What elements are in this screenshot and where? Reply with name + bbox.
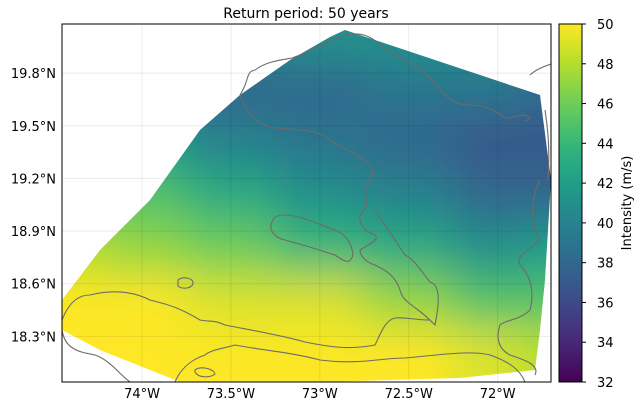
colorbar-tick-label: 50 — [597, 18, 614, 33]
gonave-island — [270, 214, 354, 262]
coastline-north — [239, 33, 531, 123]
x-tick-label: 73°W — [302, 387, 338, 402]
colorbar-gradient — [558, 23, 583, 383]
field-cell — [275, 169, 366, 224]
y-tick-label: 19.8°N — [11, 67, 56, 82]
field-cell — [453, 169, 526, 224]
field-cell — [453, 222, 526, 276]
coastline-ne — [529, 63, 551, 181]
field-cell — [106, 30, 188, 66]
colorbar-tick-label: 34 — [597, 336, 614, 351]
field-cell — [275, 222, 366, 276]
field-cell — [106, 169, 188, 224]
field-cell — [364, 169, 455, 224]
field-cell — [106, 274, 188, 329]
field-cell — [453, 64, 526, 119]
coastline-south-peninsula — [62, 291, 431, 349]
field-cell — [453, 30, 526, 66]
field-cell — [106, 64, 188, 119]
colorbar-label: Intensity (m/s) — [620, 156, 635, 251]
colorbar-tick-label: 46 — [597, 98, 614, 113]
field-cell — [364, 64, 455, 119]
intensity-field — [62, 30, 551, 382]
colorbar-tick-label: 40 — [597, 217, 614, 232]
y-tick-label: 18.3°N — [11, 330, 56, 345]
field-cell — [186, 327, 277, 382]
coastline-east — [374, 209, 439, 327]
field-cell — [364, 274, 455, 329]
y-tick-label: 18.9°N — [11, 225, 56, 240]
colorbar-tick-label: 48 — [597, 58, 614, 73]
colorbar-tick-label: 38 — [597, 257, 614, 272]
field-cell — [275, 327, 366, 382]
x-tick-label: 72°W — [480, 387, 516, 402]
colorbar-tick-label: 42 — [597, 177, 614, 192]
field-cell — [186, 169, 277, 224]
coastline-haiti-west — [239, 94, 419, 311]
chart-title: Return period: 50 years — [223, 6, 388, 22]
colorbar: 32 34 36 38 40 42 44 46 48 50 Intensity (m/s) — [558, 18, 635, 391]
field-cell — [524, 169, 551, 224]
coastline-south-shore — [62, 329, 526, 382]
field-cell — [364, 117, 455, 171]
field-cell — [453, 274, 526, 329]
y-tick-label: 18.6°N — [11, 278, 56, 293]
field-cell — [453, 117, 526, 171]
field-cell — [62, 30, 108, 66]
field-cell — [186, 222, 277, 276]
small-island-2 — [194, 367, 216, 378]
coastlines — [62, 33, 551, 382]
field-cell — [106, 117, 188, 171]
x-axis: 74°W 73.5°W 73°W 72.5°W 72°W — [124, 387, 516, 402]
colorbar-tick-label: 36 — [597, 296, 614, 311]
colorbar-tick-label: 32 — [597, 376, 614, 391]
gridlines — [62, 24, 551, 382]
plot-frame — [61, 23, 552, 383]
y-tick-label: 19.5°N — [11, 120, 56, 135]
field-cell — [275, 274, 366, 329]
field-cell — [275, 64, 366, 119]
field-cell — [106, 222, 188, 276]
colorbar-tick-label: 44 — [597, 137, 614, 152]
small-island — [177, 277, 194, 289]
y-axis: 19.8°N 19.5°N 19.2°N 18.9°N 18.6°N 18.3°N — [11, 67, 56, 345]
field-cell — [186, 274, 277, 329]
x-tick-label: 74°W — [124, 387, 160, 402]
field-cell — [275, 117, 366, 171]
field-cell — [364, 222, 455, 276]
x-tick-label: 73.5°W — [207, 387, 255, 402]
x-tick-label: 72.5°W — [385, 387, 433, 402]
y-tick-label: 19.2°N — [11, 172, 56, 187]
coastline-east-2 — [497, 179, 541, 376]
